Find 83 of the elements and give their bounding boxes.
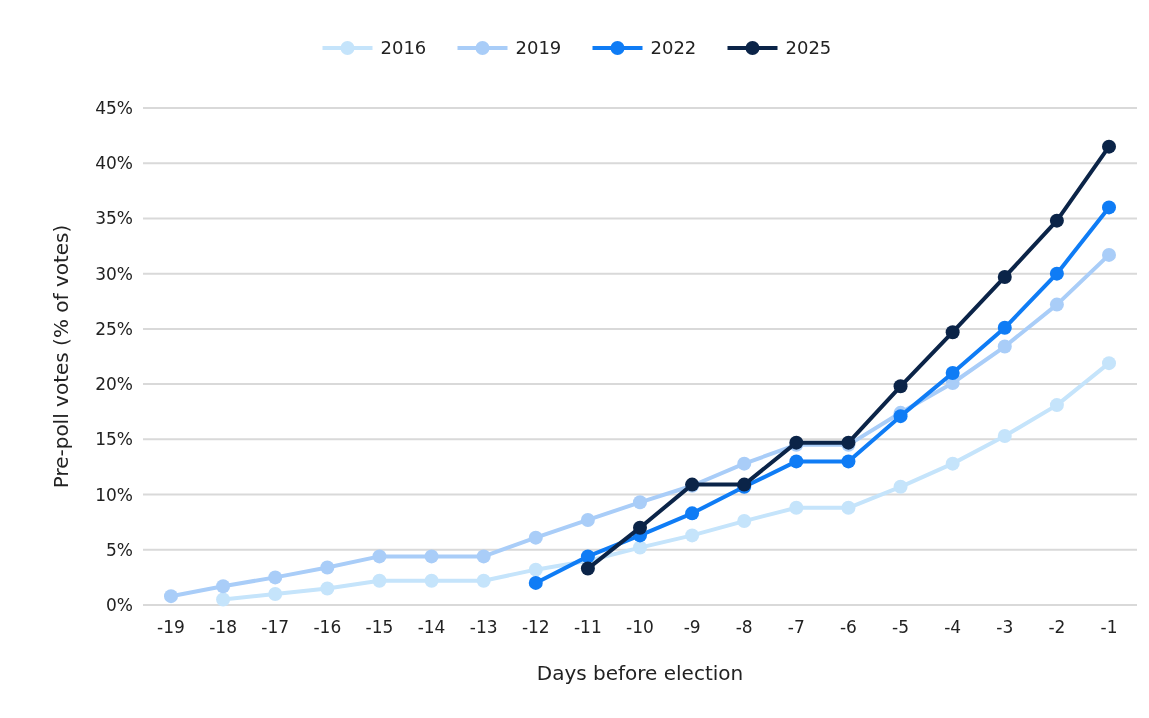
point: [424, 549, 439, 564]
x-tick-label: -15: [365, 617, 394, 637]
point: [633, 540, 647, 555]
x-tick-label: -3: [996, 617, 1014, 637]
legend-label: 2019: [515, 37, 562, 58]
point: [372, 573, 387, 588]
point: [164, 589, 178, 604]
point: [1049, 297, 1064, 312]
point: [945, 456, 960, 471]
legend-label: 2016: [380, 37, 427, 58]
point: [841, 500, 856, 515]
x-tick-label: -14: [417, 617, 446, 637]
x-tick-label: -8: [735, 617, 753, 637]
x-tick-label: -17: [261, 617, 290, 637]
point: [789, 454, 804, 469]
point: [1049, 213, 1064, 228]
point: [893, 379, 908, 394]
point: [320, 560, 335, 575]
point: [997, 429, 1012, 444]
x-tick-label: -4: [944, 617, 962, 637]
y-tick-label: 45%: [95, 97, 133, 118]
point: [528, 562, 543, 577]
y-tick-label: 10%: [95, 484, 133, 505]
point: [372, 549, 387, 564]
point: [633, 495, 647, 510]
point: [945, 366, 960, 381]
point: [893, 479, 908, 494]
x-axis-title: Days before election: [536, 661, 744, 685]
point: [1049, 266, 1064, 281]
point: [528, 575, 543, 590]
y-axis-title: Pre-poll votes (% of votes): [49, 224, 73, 489]
x-tick-label: -2: [1048, 617, 1066, 637]
point: [424, 573, 439, 588]
point: [841, 454, 856, 469]
y-tick-label: 5%: [106, 539, 133, 560]
point: [580, 512, 595, 527]
x-tick-label: -9: [683, 617, 701, 637]
y-tick-label: 20%: [95, 374, 133, 395]
point: [633, 520, 647, 535]
legend-label: 2022: [650, 37, 697, 58]
x-tick-label: -7: [787, 617, 805, 637]
point: [1102, 200, 1116, 215]
point: [476, 573, 491, 588]
point: [997, 269, 1012, 284]
y-tick-label: 0%: [106, 594, 133, 615]
x-tick-label: -13: [469, 617, 498, 637]
point: [268, 586, 283, 601]
point: [528, 530, 543, 545]
point: [1102, 356, 1116, 371]
point: [737, 514, 752, 529]
point: [1049, 398, 1064, 413]
point: [216, 579, 231, 594]
x-tick-label: -11: [574, 617, 602, 637]
point: [997, 320, 1012, 335]
x-tick-label: -10: [626, 617, 654, 637]
x-tick-label: -12: [521, 617, 550, 637]
point: [580, 549, 595, 564]
point: [1102, 247, 1116, 262]
point: [580, 561, 595, 576]
x-tick-label: -19: [157, 617, 185, 637]
point: [685, 506, 700, 521]
x-tick-label: -16: [313, 617, 342, 637]
point: [789, 500, 804, 515]
y-tick-label: 15%: [95, 429, 133, 450]
x-tick-label: -5: [892, 617, 910, 637]
x-tick-label: -18: [209, 617, 237, 637]
point: [476, 549, 491, 564]
x-tick-label: -6: [839, 617, 857, 637]
y-tick-label: 40%: [95, 153, 133, 174]
y-tick-label: 25%: [95, 318, 133, 339]
point: [945, 325, 960, 340]
legend-label: 2025: [785, 37, 832, 58]
point: [685, 528, 700, 543]
point: [216, 592, 231, 607]
y-tick-label: 35%: [95, 208, 133, 229]
point: [1102, 139, 1116, 154]
point: [320, 581, 335, 596]
point: [737, 456, 752, 471]
x-tick-label: -1: [1100, 617, 1118, 637]
point: [893, 409, 908, 424]
point: [268, 570, 283, 585]
point: [997, 339, 1012, 354]
y-tick-label: 30%: [95, 263, 133, 284]
